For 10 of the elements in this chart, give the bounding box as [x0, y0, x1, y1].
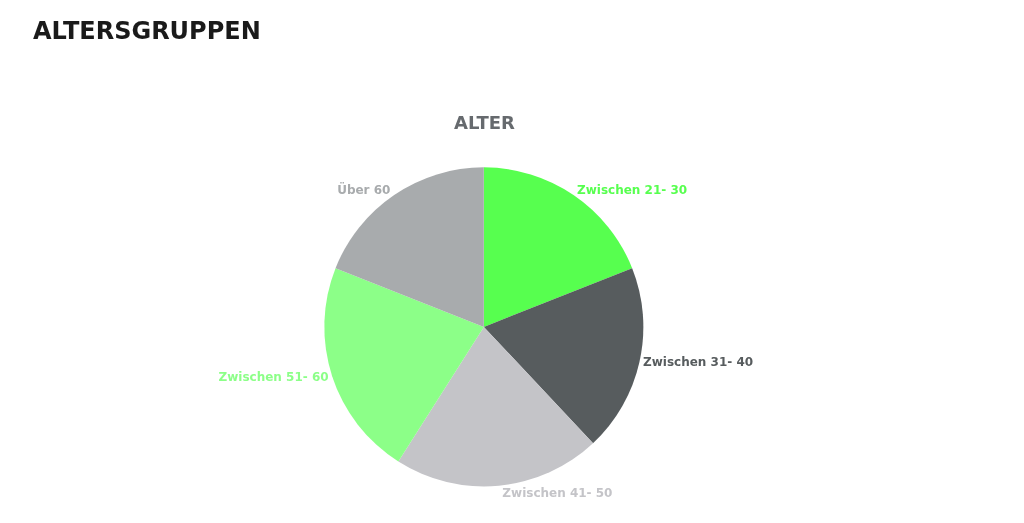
slice-label: Zwischen 21- 30	[577, 183, 688, 198]
pie-slice	[335, 167, 484, 327]
slice-label: Zwischen 31- 40	[643, 355, 754, 370]
pie-slice	[398, 326, 594, 487]
chart-subtitle: ALTER	[454, 112, 515, 133]
slice-label: Zwischen 51- 60	[218, 369, 329, 384]
chart-title: ALTERSGRUPPEN	[33, 17, 261, 45]
pie-slice	[483, 268, 644, 444]
slice-label: Zwischen 41- 50	[502, 485, 613, 500]
slice-label: Über 60	[337, 182, 391, 198]
